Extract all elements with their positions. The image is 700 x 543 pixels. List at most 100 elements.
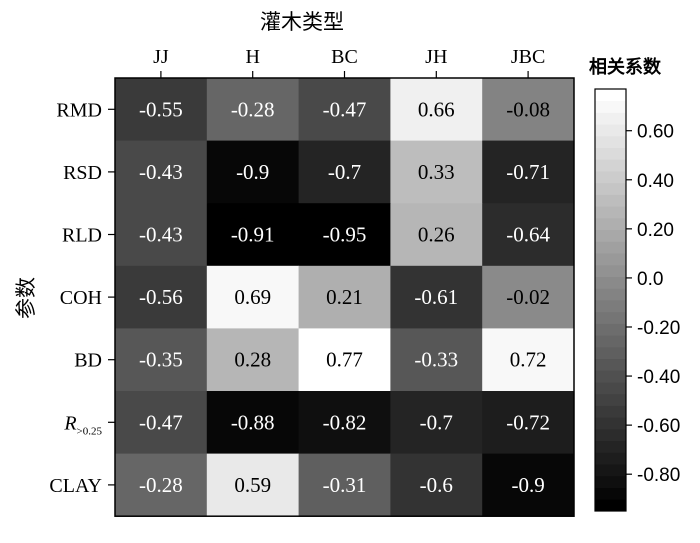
y-tick-label-0: RMD (56, 99, 102, 121)
colorbar-segment-5 (595, 440, 626, 453)
colorbar-tick-label-2: 0.20 (637, 220, 674, 241)
cell-value-label-r6-c1: 0.59 (234, 473, 271, 497)
x-tick-label-bc: BC (331, 46, 358, 68)
cell-value-label-r2-c1: -0.91 (231, 223, 275, 247)
colorbar-tick-label-1: 0.40 (637, 171, 674, 192)
cell-value-label-r1-c3: 0.33 (418, 160, 455, 184)
colorbar-segment-0 (595, 499, 626, 512)
cell-value-label-r3-c2: 0.21 (326, 285, 363, 309)
colorbar-segment-32 (595, 124, 626, 137)
colorbar: 0.60 0.40 0.20 0.0 -0.20 -0.40 -0.60 -0.80 (594, 88, 680, 512)
colorbar-segment-11 (595, 370, 626, 383)
y-axis-title-group: 参数 (14, 277, 38, 319)
heatmap-cells: -0.55 -0.28 -0.47 0.66 -0.08 -0.43 -0.9 -0.7 0.3… (114, 77, 575, 517)
colorbar-tick-label-6: -0.60 (637, 416, 680, 437)
heatmap-cell-r0-c4 (482, 78, 575, 142)
heatmap-cell-r6-c3 (390, 453, 483, 517)
colorbar-tick-label-3: 0.0 (637, 269, 663, 290)
heatmap-cell-r2-c3 (390, 203, 483, 267)
heatmap-cell-r0-c1 (206, 78, 300, 142)
heatmap-cell-r5-c1 (206, 391, 300, 455)
x-tick-label-jbc: JBC (511, 46, 545, 68)
colorbar-segment-30 (595, 147, 626, 160)
y-tick-label-4: BD (74, 350, 102, 372)
colorbar-segment-4 (595, 452, 626, 465)
chart-title: 灌木类型 (260, 10, 344, 34)
heatmap-cell-r6-c0 (115, 453, 208, 517)
heatmap-cell-r0-c2 (298, 78, 391, 142)
colorbar-frame (594, 88, 627, 512)
y-axis-title: 参数 (14, 277, 38, 319)
colorbar-segment-2 (595, 475, 626, 488)
cell-value-label-r1-c1: -0.9 (236, 160, 269, 184)
cell-value-label-r3-c0: -0.56 (139, 285, 183, 309)
cell-value-label-r1-c2: -0.7 (328, 160, 361, 184)
colorbar-segment-12 (595, 358, 626, 371)
heatmap-cell-r3-c4 (482, 265, 575, 329)
heatmap-cell-r1-c2 (298, 140, 391, 204)
cell-value-label-r3-c3: -0.61 (414, 285, 458, 309)
heatmap-cell-r0-c0 (115, 78, 208, 142)
colorbar-tick-label-7: -0.80 (637, 465, 680, 486)
colorbar-segment-25 (595, 206, 626, 219)
y-tick-label-6: CLAY (49, 475, 102, 497)
colorbar-segment-24 (595, 217, 626, 231)
heatmap-cell-r6-c1 (206, 453, 300, 517)
cell-value-label-r5-c2: -0.82 (323, 410, 367, 434)
colorbar-segment-17 (595, 300, 626, 313)
colorbar-segment-1 (595, 487, 626, 500)
colorbar-segment-7 (595, 417, 626, 430)
y-tick-label-sub-5: >0.25 (77, 425, 103, 437)
colorbar-segment-15 (595, 323, 626, 336)
heatmap-cell-r2-c2 (298, 203, 391, 267)
colorbar-segment-35 (595, 89, 626, 102)
cell-value-label-r6-c4: -0.9 (511, 473, 544, 497)
cell-value-label-r4-c4: 0.72 (510, 348, 547, 372)
cell-value-label-r3-c4: -0.02 (506, 285, 550, 309)
cell-value-label-r0-c4: -0.08 (506, 97, 550, 121)
cell-value-label-r1-c4: -0.71 (506, 160, 550, 184)
heatmap-cell-r3-c2 (298, 265, 391, 329)
y-tick-label-base-5: R (63, 412, 76, 434)
heatmap-cell-r4-c2 (298, 328, 391, 392)
colorbar-segment-31 (595, 135, 626, 149)
heatmap-cell-r4-c4 (482, 328, 575, 392)
y-tick-label-2: RLD (62, 225, 102, 247)
cell-value-label-r0-c3: 0.66 (418, 97, 455, 121)
y-tick-label-1: RSD (63, 162, 102, 184)
heatmap-cell-r1-c0 (115, 140, 208, 204)
cell-value-label-r5-c4: -0.72 (506, 410, 550, 434)
colorbar-title: 相关系数 (589, 56, 662, 78)
colorbar-segment-9 (595, 393, 626, 406)
heatmap-cell-r6-c2 (298, 453, 391, 517)
heatmap-cell-r2-c1 (206, 203, 300, 267)
colorbar-segment-16 (595, 311, 626, 324)
cell-value-label-r5-c0: -0.47 (139, 410, 183, 434)
colorbar-segment-23 (595, 229, 626, 242)
x-tick-label-h: H (245, 46, 259, 68)
heatmap-cell-r2-c4 (482, 203, 575, 267)
heatmap-cell-r4-c1 (206, 328, 300, 392)
x-tick-label-jj: JJ (153, 46, 169, 68)
cell-value-label-r5-c1: -0.88 (231, 410, 275, 434)
heatmap-cell-r5-c2 (298, 391, 391, 455)
cell-value-label-r4-c3: -0.33 (414, 348, 458, 372)
heatmap-cell-r3-c0 (115, 265, 208, 329)
cell-value-label-r3-c1: 0.69 (234, 285, 271, 309)
heatmap-cell-r2-c0 (115, 203, 208, 267)
heatmap-cell-r6-c4 (482, 453, 575, 517)
colorbar-segment-13 (595, 346, 626, 360)
cell-value-label-r1-c0: -0.43 (139, 160, 183, 184)
colorbar-tick-label-0: 0.60 (637, 122, 674, 143)
heatmap-cell-r4-c3 (390, 328, 483, 392)
heatmap-cell-r1-c1 (206, 140, 300, 204)
colorbar-tick-label-5: -0.40 (637, 367, 680, 388)
colorbar-segment-6 (595, 428, 626, 442)
cell-value-label-r4-c0: -0.35 (139, 348, 183, 372)
colorbar-segment-28 (595, 171, 626, 184)
cell-value-label-r4-c2: 0.77 (326, 348, 363, 372)
colorbar-segment-21 (595, 253, 626, 266)
y-tick-label-5: R>0.25 (63, 412, 102, 437)
cell-value-label-r0-c2: -0.47 (323, 97, 367, 121)
